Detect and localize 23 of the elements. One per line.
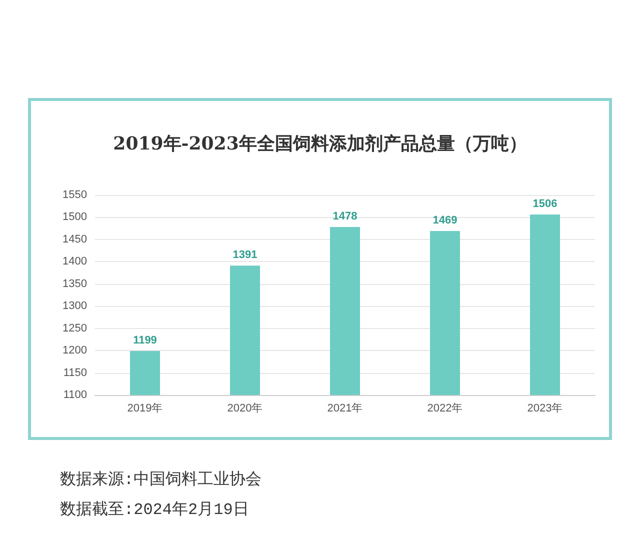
text: 数据截至:2024年2月19日 [60,500,249,519]
data-label: 1199 [133,334,157,346]
data-label: 1506 [532,198,558,210]
y-tick-label: 1400 [62,256,87,268]
y-tick-label: 1300 [62,300,87,312]
source-note: 数据来源:中国饲料工业协会 [60,470,262,489]
y-tick-label: 1200 [62,344,87,357]
data-label: 1391 [232,249,258,262]
data-label: 1478 [332,210,358,222]
x-tick-label: 2021年 [327,402,363,414]
x-tick-label: 2020年 [227,402,263,414]
y-tick-label: 1250 [62,322,87,334]
y-tick-label: 1350 [62,278,87,290]
y-tick-label: 1150 [63,366,87,379]
y-tick-label: 1500 [62,211,87,224]
y-tick-label: 1450 [62,233,87,246]
data-label: 1469 [432,214,458,226]
y-tick-label: 1100 [63,389,87,401]
chart-title: 2019年-2023年全国饲料添加剂产品总量（万吨） [113,134,527,154]
x-tick-label: 2023年 [527,402,563,414]
y-tick-label: 1550 [62,189,87,201]
x-tick-label: 2022年 [427,402,463,414]
x-tick-label: 2019年 [127,402,163,414]
